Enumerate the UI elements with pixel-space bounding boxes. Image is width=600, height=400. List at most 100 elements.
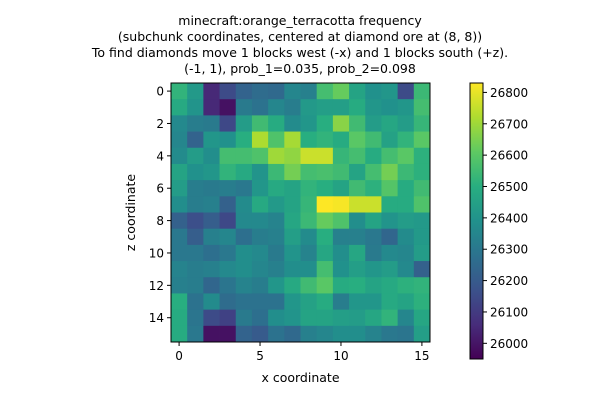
heatmap-cell: [251, 147, 269, 165]
heatmap-cell: [171, 212, 188, 230]
heatmap-cell: [219, 196, 237, 213]
heatmap-cell: [203, 277, 220, 294]
heatmap-cell: [300, 244, 318, 262]
heatmap-cell: [413, 212, 431, 230]
heatmap-cell: [332, 261, 350, 278]
heatmap-cell: [365, 99, 382, 116]
heatmap-cell: [397, 83, 415, 100]
heatmap-cell: [300, 163, 318, 181]
heatmap-cell: [219, 180, 237, 197]
heatmap-cell: [268, 147, 285, 165]
heatmap-cell: [268, 325, 285, 343]
heatmap-cell: [332, 99, 350, 116]
heatmap-cell: [381, 180, 399, 197]
heatmap-cell: [219, 325, 237, 343]
heatmap-cell: [349, 196, 366, 213]
heatmap-cell: [300, 115, 318, 132]
heatmap-cell: [316, 244, 334, 262]
heatmap-cell: [349, 131, 366, 149]
heatmap-cell: [203, 115, 220, 132]
heatmap-cell: [332, 228, 350, 246]
heatmap-cell: [316, 115, 334, 132]
heatmap-cell: [203, 309, 220, 327]
heatmap-cell: [316, 228, 334, 246]
heatmap-cell: [284, 131, 301, 149]
heatmap-cell: [365, 325, 382, 343]
heatmap-cell: [251, 309, 269, 327]
heatmap-cell: [284, 212, 301, 230]
heatmap-cell: [284, 99, 301, 116]
heatmap-cell: [171, 196, 188, 213]
heatmap-cell: [251, 228, 269, 246]
heatmap-cell: [349, 228, 366, 246]
heatmap-cell: [300, 99, 318, 116]
heatmap-cell: [349, 293, 366, 311]
heatmap-cell: [397, 212, 415, 230]
heatmap-cell: [413, 277, 431, 294]
heatmap-cell: [300, 325, 318, 343]
heatmap-cell: [268, 261, 285, 278]
heatmap-cell: [381, 261, 399, 278]
heatmap-cell: [219, 99, 237, 116]
heatmap-cell: [203, 180, 220, 197]
heatmap-cell: [381, 244, 399, 262]
heatmap-cell: [300, 147, 318, 165]
heatmap-cell: [397, 293, 415, 311]
heatmap-cell: [219, 83, 237, 100]
heatmap-cell: [381, 277, 399, 294]
y-tick-label: 14: [149, 311, 164, 325]
heatmap-cell: [316, 163, 334, 181]
colorbar-tick-label: 26100: [490, 305, 528, 319]
heatmap-cell: [397, 180, 415, 197]
heatmap-cell: [219, 131, 237, 149]
heatmap-cell: [203, 99, 220, 116]
heatmap-cell: [284, 147, 301, 165]
colorbar-tick-label: 26400: [490, 211, 528, 225]
heatmap-cell: [251, 293, 269, 311]
heatmap-cell: [413, 99, 431, 116]
x-tick-label: 0: [175, 349, 183, 363]
heatmap-cell: [332, 325, 350, 343]
colorbar-tick-label: 26800: [490, 86, 528, 100]
heatmap-cell: [397, 228, 415, 246]
heatmap-cell: [203, 196, 220, 213]
heatmap-cell: [171, 277, 188, 294]
heatmap-cell: [187, 196, 204, 213]
heatmap-cell: [349, 99, 366, 116]
heatmap-cell: [251, 277, 269, 294]
heatmap-cell: [381, 293, 399, 311]
heatmap-cell: [219, 147, 237, 165]
heatmap-cell: [251, 212, 269, 230]
heatmap-cell: [397, 131, 415, 149]
heatmap-cell: [171, 131, 188, 149]
heatmap-cell: [413, 115, 431, 132]
heatmap-cell: [316, 261, 334, 278]
colorbar-tick-label: 26500: [490, 180, 528, 194]
heatmap-cell: [268, 131, 285, 149]
heatmap-cell: [413, 228, 431, 246]
heatmap-cell: [349, 212, 366, 230]
heatmap-cell: [365, 244, 382, 262]
heatmap-cell: [171, 244, 188, 262]
heatmap-cell: [284, 83, 301, 100]
heatmap-cell: [397, 163, 415, 181]
heatmap-cell: [219, 261, 237, 278]
heatmap-cell: [235, 277, 253, 294]
heatmap-cell: [203, 293, 220, 311]
heatmap-cell: [365, 293, 382, 311]
heatmap-cell: [284, 180, 301, 197]
heatmap-cell: [171, 147, 188, 165]
heatmap-cell: [251, 180, 269, 197]
heatmap-cell: [381, 228, 399, 246]
heatmap-cell: [413, 309, 431, 327]
heatmap-cell: [397, 325, 415, 343]
heatmap-cell: [413, 244, 431, 262]
heatmap-cell: [268, 163, 285, 181]
heatmap-cell: [332, 277, 350, 294]
heatmap-cell: [219, 309, 237, 327]
heatmap-cell: [349, 261, 366, 278]
heatmap-cell: [365, 163, 382, 181]
y-tick-label: 12: [149, 279, 164, 293]
heatmap-cell: [332, 309, 350, 327]
